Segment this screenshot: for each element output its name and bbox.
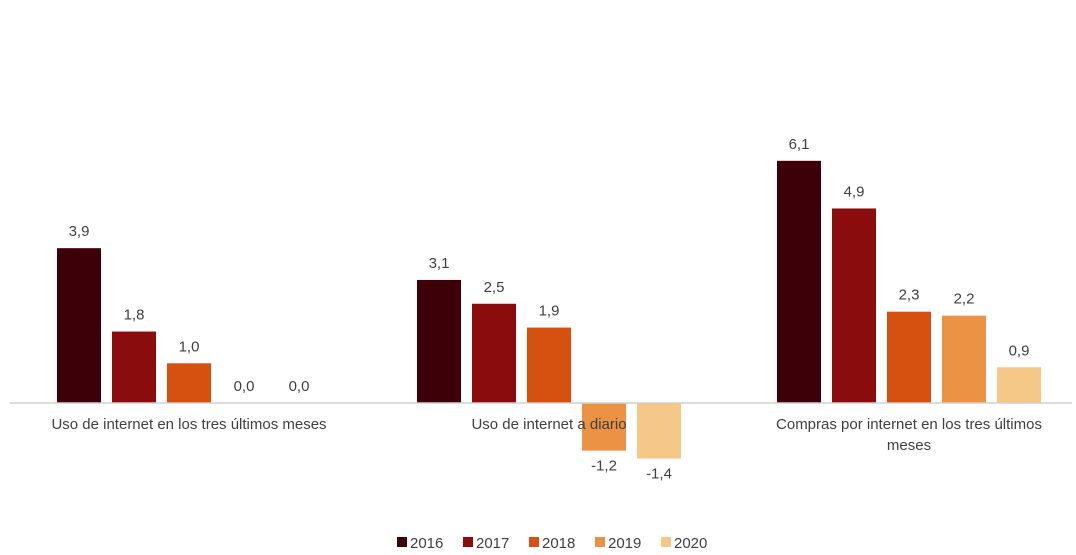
bar-2016-cat1 (57, 248, 101, 403)
value-label-2017-cat3: 4,9 (844, 183, 865, 200)
legend-swatch-2020 (661, 537, 671, 547)
bar-2018-cat2 (527, 327, 571, 403)
category-labels-group: Uso de internet en los tres últimos mese… (51, 416, 1042, 454)
value-label-2020-cat3: 0,9 (1009, 342, 1030, 359)
bar-2017-cat2 (472, 303, 516, 403)
legend-label-2016: 2016 (410, 535, 443, 552)
legend-label-2018: 2018 (542, 535, 575, 552)
value-label-2017-cat1: 1,8 (124, 307, 145, 324)
value-labels-group: 3,9 1,8 1,0 0,0 0,0 3,1 2,5 1,9 -1,2 -1,4 6,1 4,9 2,… (69, 136, 1030, 483)
bar-2016-cat2 (417, 279, 461, 403)
value-label-2018-cat1: 1,0 (179, 338, 200, 355)
bars-group (57, 160, 1041, 459)
legend-label-2017: 2017 (476, 535, 509, 552)
value-label-2020-cat2: -1,4 (646, 466, 672, 483)
value-label-2019-cat1: 0,0 (234, 378, 255, 395)
value-label-2016-cat3: 6,1 (789, 136, 810, 153)
bar-2019-cat2 (582, 403, 626, 451)
value-label-2018-cat2: 1,9 (539, 303, 560, 320)
category-label-3-line1: Compras por internet en los tres últimos (776, 416, 1042, 433)
legend-label-2019: 2019 (608, 535, 641, 552)
value-label-2016-cat1: 3,9 (69, 223, 90, 240)
bar-2017-cat3 (832, 208, 876, 403)
legend-label-2020: 2020 (674, 535, 707, 552)
value-label-2019-cat3: 2,2 (954, 291, 975, 308)
legend-swatch-2019 (595, 537, 605, 547)
value-label-2020-cat1: 0,0 (289, 378, 310, 395)
bar-2018-cat1 (167, 363, 211, 403)
value-label-2017-cat2: 2,5 (484, 279, 505, 296)
legend-swatch-2017 (463, 537, 473, 547)
category-label-3-line2: meses (887, 437, 931, 454)
bar-2019-cat3 (942, 315, 986, 403)
bar-2020-cat3 (997, 367, 1041, 403)
bar-2016-cat3 (777, 160, 821, 403)
category-label-1: Uso de internet en los tres últimos mese… (51, 416, 326, 433)
legend-swatch-2018 (529, 537, 539, 547)
bar-2017-cat1 (112, 331, 156, 403)
value-label-2016-cat2: 3,1 (429, 255, 450, 272)
legend-swatch-2016 (397, 537, 407, 547)
category-label-2: Uso de internet a diario (471, 416, 626, 433)
legend: 2016 2017 2018 2019 2020 (397, 535, 707, 552)
bar-2020-cat2 (637, 403, 681, 459)
bar-2018-cat3 (887, 311, 931, 403)
value-label-2019-cat2: -1,2 (591, 458, 617, 475)
value-label-2018-cat3: 2,3 (899, 287, 920, 304)
